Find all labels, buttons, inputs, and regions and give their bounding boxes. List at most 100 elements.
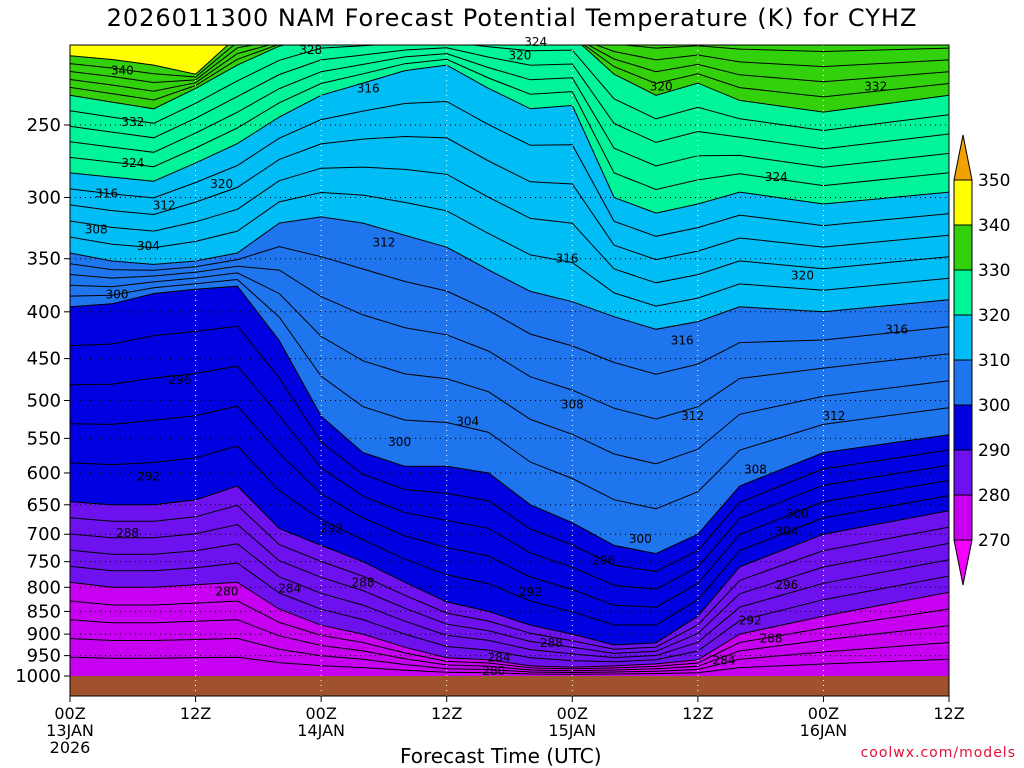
- contour-label: 324: [765, 170, 788, 184]
- colorbar-band: [953, 494, 973, 541]
- y-tick-label: 350: [27, 249, 61, 270]
- isentrope-line: [70, 265, 949, 420]
- isentrope-line: [70, 58, 949, 191]
- x-tick-label: 00Z: [808, 704, 839, 723]
- x-tick-label: 15JAN: [548, 721, 596, 740]
- y-tick-label: 800: [27, 577, 61, 598]
- x-tick-label: 00Z: [305, 704, 336, 723]
- contour-label: 288: [760, 632, 783, 646]
- isentrope-line: [70, 100, 949, 237]
- isentrope-line: [70, 135, 949, 261]
- y-tick-label: 550: [27, 428, 61, 449]
- colorbar-band: [953, 179, 973, 226]
- isentrope-line: [70, 45, 949, 92]
- colorbar-band: [953, 404, 973, 451]
- x-tick-label: 12Z: [431, 704, 462, 723]
- y-tick-label: 850: [27, 601, 61, 622]
- y-tick-label: 600: [27, 463, 61, 484]
- contour-label: 300: [388, 435, 411, 449]
- colorbar-label: 330: [978, 261, 1010, 281]
- chart-title: 2026011300 NAM Forecast Potential Temper…: [106, 4, 918, 32]
- x-tick-label: 00Z: [54, 704, 85, 723]
- contour-label: 304: [775, 524, 798, 538]
- x-tick-label: 00Z: [557, 704, 588, 723]
- y-tick-label: 700: [27, 524, 61, 545]
- contour-label: 300: [629, 532, 652, 546]
- colorbar-label: 280: [978, 486, 1010, 506]
- isentrope-line: [70, 285, 949, 555]
- contour-label: 320: [650, 80, 673, 94]
- contour-label: 296: [168, 373, 191, 387]
- contour-label: 280: [482, 664, 505, 678]
- contour-label: 312: [153, 198, 176, 212]
- contour-label: 292: [739, 614, 762, 628]
- grid-layer: [70, 45, 949, 696]
- colorbar-band: [953, 449, 973, 496]
- colorbar-band: [953, 314, 973, 361]
- y-tick-label: 900: [27, 624, 61, 645]
- isentrope-line: [70, 445, 949, 626]
- contour-label: 316: [671, 334, 694, 348]
- y-tick-label: 500: [27, 391, 61, 412]
- isentrope-line: [70, 45, 229, 75]
- contour-label: 316: [95, 186, 118, 200]
- x-tick-label: 2026: [50, 738, 91, 757]
- isentrope-line: [70, 656, 949, 675]
- contour-label: 288: [352, 575, 375, 589]
- y-tick-label: 250: [27, 115, 61, 136]
- contour-label: 296: [592, 554, 615, 568]
- x-tick-label: 12Z: [933, 704, 964, 723]
- contour-label: 304: [137, 239, 160, 253]
- isentrope-line: [70, 47, 949, 150]
- contour-label: 308: [85, 222, 108, 236]
- y-tick-label: 300: [27, 187, 61, 208]
- isentrope-line: [70, 600, 949, 670]
- isentrope-line: [70, 581, 949, 668]
- contour-label: 288: [116, 526, 139, 540]
- colorbar-arrow-bottom: [953, 539, 973, 586]
- contour-label: 312: [822, 409, 845, 423]
- contour-label: 304: [456, 414, 479, 428]
- x-axis-label: Forecast Time (UTC): [400, 744, 602, 768]
- isentrope-line: [70, 504, 949, 650]
- x-tick-label: 16JAN: [800, 721, 848, 740]
- isentrope-line: [70, 166, 949, 284]
- contour-label: 324: [524, 35, 547, 49]
- colorbar-band: [953, 359, 973, 406]
- y-tick-label: 450: [27, 349, 61, 370]
- y-tick-label: 400: [27, 302, 61, 323]
- isentrope-line: [70, 45, 949, 132]
- colorbar-label: 320: [978, 306, 1010, 326]
- isentrope-line: [70, 637, 949, 674]
- x-tick-label: 13JAN: [46, 721, 94, 740]
- colorbar-arrow-top: [953, 134, 973, 181]
- contour-label: 340: [111, 64, 134, 78]
- y-tick-label: 1000: [15, 666, 61, 687]
- contour-label: 316: [885, 322, 908, 336]
- contour-label: 284: [488, 651, 511, 665]
- contour-label: 284: [713, 654, 736, 668]
- contour-label: 332: [864, 80, 887, 94]
- colorbar: 350 340 330 320 310 300 290 280 270: [953, 134, 1010, 586]
- colorbar-label: 300: [978, 396, 1010, 416]
- colorbar-label: 290: [978, 441, 1010, 461]
- x-tick-label: 12Z: [682, 704, 713, 723]
- contour-label: 320: [509, 49, 532, 63]
- contour-label: 292: [137, 469, 160, 483]
- isentrope-line: [70, 45, 949, 113]
- y-tick-label: 750: [27, 552, 61, 573]
- x-tick-label: 14JAN: [297, 721, 345, 740]
- plot-frame: [69, 44, 950, 697]
- contour-label: 296: [775, 578, 798, 592]
- contour-label: 300: [786, 507, 809, 521]
- isentrope-line: [70, 485, 949, 646]
- contour-label: 284: [278, 581, 301, 595]
- contour-label: 316: [357, 81, 380, 95]
- credit-link[interactable]: coolwx.com/models: [860, 745, 1016, 761]
- isentrope-line: [70, 278, 949, 510]
- contour-label: 320: [210, 177, 233, 191]
- contour-label: 316: [556, 252, 579, 266]
- isentrope-line: [70, 272, 949, 465]
- x-tick-label: 12Z: [180, 704, 211, 723]
